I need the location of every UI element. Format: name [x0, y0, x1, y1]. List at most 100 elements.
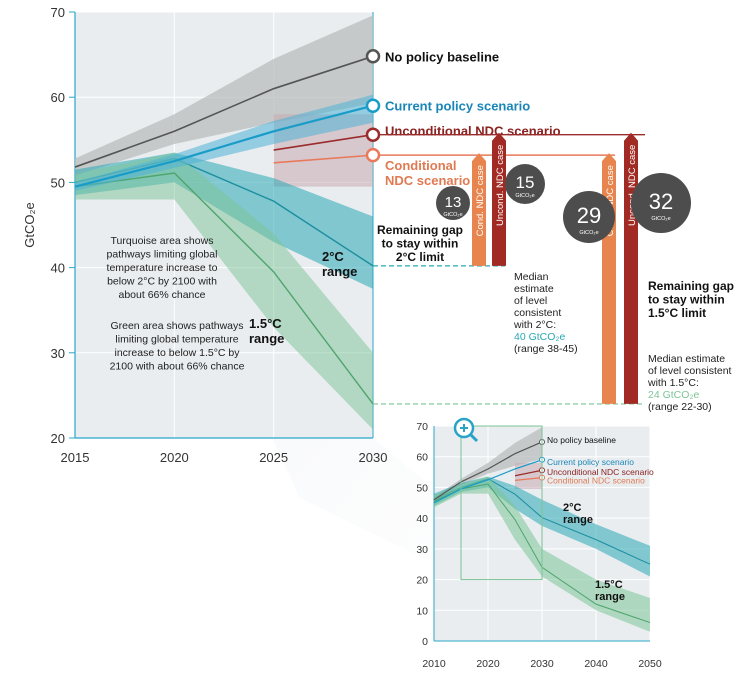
- inset-range-2c-label: 2°C: [563, 502, 582, 514]
- range-2c-label: range: [322, 264, 357, 279]
- y-axis-label: GtCO₂e: [22, 202, 37, 248]
- median-2c-text: with 2°C:: [513, 319, 556, 331]
- inset-y-tick-label: 40: [416, 513, 428, 525]
- series-end-marker: [365, 98, 381, 113]
- series-label: No policy baseline: [385, 49, 499, 64]
- no-policy-band: [75, 15, 373, 176]
- inset-series-label: Conditional NDC scenario: [547, 476, 645, 486]
- zoom-magnifier-icon: [453, 417, 479, 443]
- range-1-5c-label: 1.5°C: [249, 316, 282, 331]
- gap-bar: [492, 132, 506, 266]
- series-line-0: [74, 55, 374, 168]
- inset-y-tick-label: 60: [416, 452, 428, 464]
- inset-series-line: [514, 477, 543, 481]
- y-tick-label: 40: [51, 261, 65, 276]
- median-2c-text: Median: [514, 271, 549, 283]
- gap-1-5c-title: to stay within: [648, 293, 725, 307]
- green-note: limiting global temperature: [115, 334, 238, 346]
- range-1-5c-label: range: [249, 331, 284, 346]
- inset-series-label: No policy baseline: [547, 435, 616, 445]
- range-2c-label: 2°C: [322, 249, 344, 264]
- x-tick-label: 2030: [359, 450, 388, 465]
- gap-value: 15: [516, 173, 535, 192]
- median-1-5c-range: (range 22-30): [648, 401, 712, 413]
- median-2c-value: 40 GtCO₂e: [514, 331, 566, 343]
- turquoise-note: Turquoise area shows: [111, 235, 214, 247]
- inset-series-line: [514, 469, 543, 477]
- series-line-2: [273, 133, 374, 151]
- median-1-5c-value: 24 GtCO₂e: [648, 389, 700, 401]
- median-2c-range: (range 38-45): [514, 343, 578, 355]
- turquoise-note: pathways limiting global: [107, 249, 218, 261]
- x-tick-label: 2020: [160, 450, 189, 465]
- series-end-marker: [365, 127, 381, 142]
- inset-y-tick-label: 10: [416, 605, 428, 617]
- series-line-3: [273, 154, 374, 164]
- gap-bar-label: Uncond. NDC case: [627, 145, 638, 226]
- inset-y-tick-label: 70: [416, 421, 428, 433]
- gap-2c-title: 2°C limit: [396, 250, 444, 264]
- series-label: Unconditional NDC scenario: [385, 124, 561, 139]
- x-tick-label: 2015: [61, 450, 90, 465]
- gap-unit: GtCO₂e: [579, 230, 598, 236]
- y-tick-label: 50: [51, 175, 65, 190]
- green-note: Green area shows pathways: [110, 320, 243, 332]
- gap-value-circle: [505, 164, 545, 204]
- turquoise-note: below 2°C by 2100 with: [107, 276, 217, 288]
- inset-y-tick-label: 20: [416, 575, 428, 587]
- inset-x-tick-label: 2010: [422, 658, 446, 670]
- gap-unit: GtCO₂e: [651, 216, 670, 222]
- gap-unit: GtCO₂e: [443, 212, 462, 218]
- x-tick-label: 2025: [259, 450, 288, 465]
- gap-bar: [472, 153, 486, 266]
- turquoise-note: about 66% chance: [119, 289, 206, 301]
- y-tick-label: 70: [51, 5, 65, 20]
- y-tick-label: 20: [51, 431, 65, 446]
- gap-bar-label: Uncond. NDC case: [495, 145, 506, 226]
- inset-zoom-frame: [460, 425, 543, 581]
- inset-x-tick-label: 2050: [638, 658, 662, 670]
- y-tick-label: 30: [51, 346, 65, 361]
- inset-range-1-5c-label: range: [595, 591, 625, 603]
- gap-value-circle: [436, 186, 470, 220]
- inset-x-tick-label: 2040: [584, 658, 608, 670]
- gap-1-5c-title: 1.5°C limit: [648, 306, 706, 320]
- series-line-1: [74, 104, 374, 188]
- series-end-marker: [365, 147, 381, 163]
- magnifier-handle: [468, 432, 479, 443]
- inset-y-tick-label: 0: [422, 636, 428, 648]
- inset-ndc-box: [515, 462, 542, 489]
- median-2c-text: consistent: [514, 307, 561, 319]
- gap-value-circle: [563, 191, 615, 243]
- median-1-5c-text: Median estimate: [648, 353, 725, 365]
- turquoise-note: temperature increase to: [107, 262, 218, 274]
- median-2c-text: estimate: [514, 283, 554, 295]
- series-end-marker: [365, 49, 381, 64]
- inset-series-label: Current policy scenario: [547, 457, 634, 467]
- green-note: increase to below 1.5°C by: [114, 347, 240, 359]
- gap-2c-title: to stay within: [382, 237, 459, 251]
- series-label: Current policy scenario: [385, 99, 530, 114]
- inset-range-2c-label: range: [563, 514, 593, 526]
- gap-1-5c-title: Remaining gap: [648, 279, 734, 293]
- gap-unit: GtCO₂e: [515, 193, 534, 199]
- inset-y-tick-label: 30: [416, 544, 428, 556]
- gap-bar-label: Cond. NDC case: [605, 165, 616, 236]
- series-label: NDC scenario: [385, 173, 470, 188]
- median-1-5c-text: of level consistent: [648, 365, 732, 377]
- gap-2c-title: Remaining gap: [377, 223, 463, 237]
- inset-range-1-5c-label: 1.5°C: [595, 579, 623, 591]
- inset-series-label: Unconditional NDC scenario: [547, 467, 654, 477]
- gap-bar-label: Cond. NDC case: [475, 165, 486, 236]
- inset-series-line: [433, 459, 543, 504]
- median-1-5c-text: with 1.5°C:: [647, 377, 699, 389]
- gap-value-circle: [631, 173, 691, 233]
- median-1-5c-line: [74, 172, 374, 405]
- median-2c-text: of level: [514, 295, 547, 307]
- inset-x-tick-label: 2030: [530, 658, 554, 670]
- y-tick-label: 60: [51, 90, 65, 105]
- inset-series-line: [433, 441, 543, 501]
- series-label: Conditional: [385, 158, 457, 173]
